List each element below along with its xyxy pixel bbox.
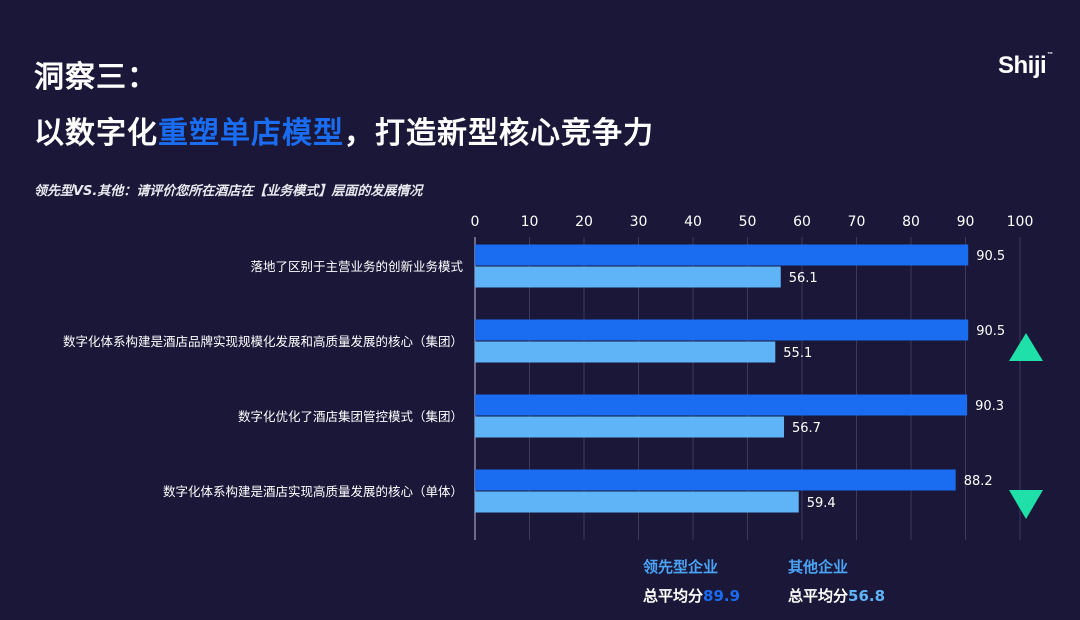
x-tick-label: 20 <box>575 214 593 230</box>
data-label: 90.5 <box>976 324 1005 339</box>
data-label: 90.5 <box>976 249 1005 264</box>
x-tick-label: 10 <box>521 214 539 230</box>
x-tick-label: 60 <box>793 214 811 230</box>
data-label: 59.4 <box>807 496 836 511</box>
headline-highlight: 重塑单店模型 <box>158 116 344 151</box>
category-label: 数字化体系构建是酒店实现高质量发展的核心（单体） <box>163 484 463 499</box>
bar-other <box>475 491 799 513</box>
chart-subtitle: 领先型VS.其他：请评价您所在酒店在【业务模式】层面的发展情况 <box>34 184 423 199</box>
category-label: 落地了区别于主营业务的创新业务模式 <box>250 259 463 274</box>
bar-leader <box>475 469 956 491</box>
other-avg-value: 56.8 <box>848 587 886 605</box>
legend-leader-name: 领先型企业 <box>643 558 719 576</box>
page-title: 洞察三： <box>34 60 158 95</box>
bar-leader <box>475 244 969 266</box>
x-tick-label: 90 <box>957 214 975 230</box>
triangle-up-icon <box>1009 333 1043 361</box>
data-label: 56.1 <box>789 271 818 286</box>
logo-text: Shiji <box>998 52 1047 79</box>
x-tick-label: 50 <box>739 214 757 230</box>
leader-avg-label: 总平均分 <box>643 587 704 605</box>
data-label: 90.3 <box>975 399 1004 414</box>
bar-leader <box>475 394 968 416</box>
x-tick-label: 0 <box>471 214 480 230</box>
legend-leader-average: 总平均分89.9 <box>643 585 740 606</box>
category-label: 数字化优化了酒店集团管控模式（集团） <box>238 409 463 424</box>
headline-prefix: 以数字化 <box>34 116 158 151</box>
x-tick-label: 70 <box>848 214 866 230</box>
x-tick-label: 40 <box>684 214 702 230</box>
category-label: 数字化体系构建是酒店品牌实现规模化发展和高质量发展的核心（集团） <box>63 334 463 349</box>
headline-suffix: ，打造新型核心竞争力 <box>344 116 654 151</box>
bar-other <box>475 341 776 363</box>
x-tick-label: 30 <box>630 214 648 230</box>
triangle-down-icon <box>1009 490 1043 519</box>
bar-other <box>475 266 781 288</box>
leader-avg-value: 89.9 <box>703 587 741 605</box>
legend-other-name: 其他企业 <box>788 558 849 576</box>
page-headline: 以数字化重塑单店模型，打造新型核心竞争力 <box>34 108 654 152</box>
x-tick-label: 80 <box>902 214 920 230</box>
bar-leader <box>475 319 969 341</box>
logo-trademark: ™ <box>1047 52 1053 58</box>
data-label: 88.2 <box>964 474 993 489</box>
bar-other <box>475 416 785 438</box>
data-label: 55.1 <box>783 346 812 361</box>
other-avg-label: 总平均分 <box>788 587 849 605</box>
data-label: 56.7 <box>792 421 821 436</box>
shiji-logo: Shiji™ <box>998 52 1053 80</box>
x-tick-label: 100 <box>1007 214 1034 230</box>
legend-other-average: 总平均分56.8 <box>788 585 885 606</box>
